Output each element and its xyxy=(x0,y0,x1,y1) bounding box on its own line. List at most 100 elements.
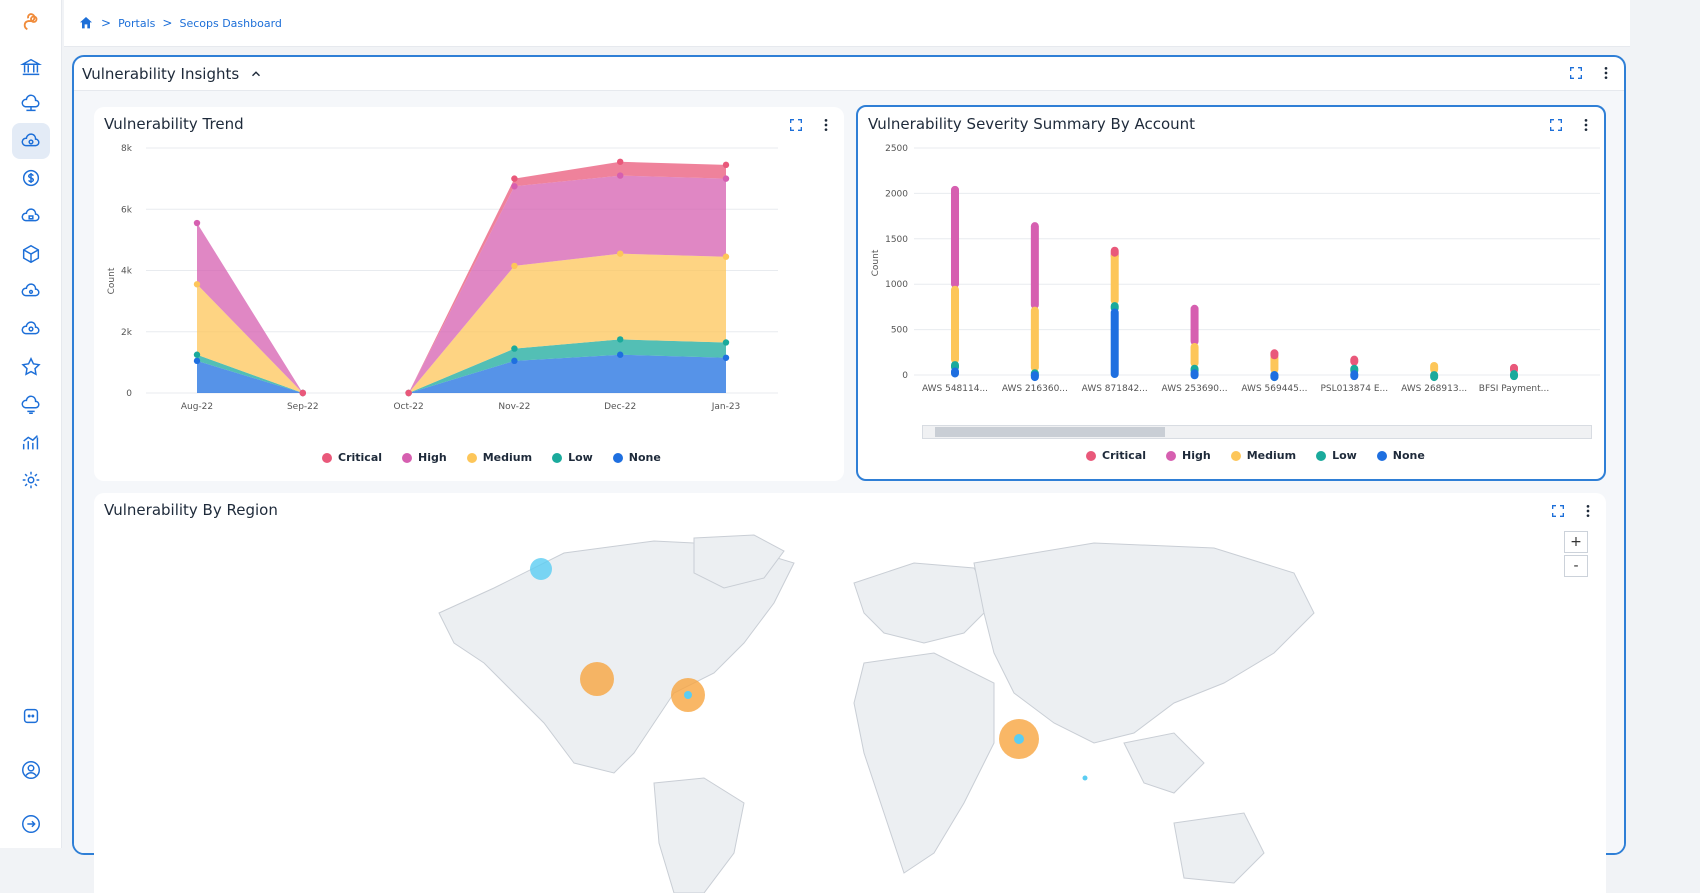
bar-point-medium xyxy=(1030,306,1039,372)
y-tick-label: 0 xyxy=(902,371,908,381)
y-tick-label: 2k xyxy=(121,328,133,338)
region-bubble[interactable] xyxy=(1014,734,1024,744)
cloud-lock-icon[interactable] xyxy=(12,198,50,234)
bar-point-medium xyxy=(951,285,959,364)
legend-label: Low xyxy=(1332,449,1357,462)
more-options-icon[interactable] xyxy=(1598,65,1614,81)
expand-icon[interactable] xyxy=(1550,503,1566,519)
expand-icon[interactable] xyxy=(788,117,804,133)
more-options-icon[interactable] xyxy=(1580,503,1596,519)
y-tick-label: 2500 xyxy=(885,144,908,154)
legend-dot xyxy=(1086,450,1096,461)
bar-point-none xyxy=(1190,369,1199,380)
trend-legend: Critical High Medium Low None xyxy=(322,451,661,464)
region-bubble[interactable] xyxy=(684,691,692,699)
data-point xyxy=(511,175,518,182)
user-profile-icon[interactable] xyxy=(12,752,50,788)
y-tick-label: 1500 xyxy=(885,235,908,245)
region-bubble[interactable] xyxy=(530,558,552,580)
legend-label: Low xyxy=(568,451,593,464)
chat-bot-icon[interactable] xyxy=(12,698,50,734)
legend-medium[interactable]: Medium xyxy=(466,451,532,464)
gear-icon[interactable] xyxy=(12,462,50,498)
chevron-up-icon[interactable] xyxy=(249,67,263,81)
map-africa xyxy=(853,652,995,874)
expand-icon[interactable] xyxy=(1568,65,1584,81)
legend-dot xyxy=(466,452,477,463)
legend-none[interactable]: None xyxy=(612,451,661,464)
cube-icon[interactable] xyxy=(12,236,50,272)
star-icon[interactable] xyxy=(12,349,50,385)
data-point xyxy=(193,219,201,227)
x-tick-label: AWS 871842... xyxy=(1082,384,1148,394)
y-axis-label: Count xyxy=(107,267,117,294)
scrollbar-thumb[interactable] xyxy=(935,427,1165,437)
world-map[interactable] xyxy=(94,493,1606,893)
bar-point-none xyxy=(1110,308,1119,378)
legend-critical[interactable]: Critical xyxy=(322,451,382,464)
zoom-out-button[interactable]: - xyxy=(1564,555,1588,577)
cloud-user-icon[interactable] xyxy=(12,311,50,347)
sidebar xyxy=(0,0,62,848)
y-tick-label: 4k xyxy=(121,267,133,277)
data-point xyxy=(511,262,518,270)
legend-low[interactable]: Low xyxy=(1316,449,1357,462)
card-title: Vulnerability Severity Summary By Accoun… xyxy=(868,115,1196,133)
legend-medium[interactable]: Medium xyxy=(1230,449,1297,462)
legend-high[interactable]: High xyxy=(402,451,447,464)
legend-high[interactable]: High xyxy=(1166,449,1211,462)
breadcrumb-portals[interactable]: Portals xyxy=(118,16,156,30)
expand-icon[interactable] xyxy=(1548,117,1564,133)
cloud-list-icon[interactable] xyxy=(12,387,50,423)
section-header: Vulnerability Insights xyxy=(74,57,1624,91)
cloud-network-icon[interactable] xyxy=(12,86,50,122)
x-tick-label: AWS 268913... xyxy=(1401,384,1467,394)
bar-point-low xyxy=(1430,371,1439,382)
x-tick-label: Sep-22 xyxy=(287,402,319,412)
x-tick-label: BFSI Payment... xyxy=(1479,384,1549,394)
bar-point-medium xyxy=(1430,362,1439,374)
region-bubble[interactable] xyxy=(580,662,614,696)
vulnerability-severity-card: Vulnerability Severity Summary By Accoun… xyxy=(856,105,1606,481)
legend-critical[interactable]: Critical xyxy=(1086,449,1146,462)
dollar-icon[interactable] xyxy=(12,160,50,196)
data-point xyxy=(511,183,518,190)
bar-point-critical xyxy=(1350,355,1359,366)
analytics-icon[interactable] xyxy=(12,424,50,460)
region-bubble[interactable] xyxy=(1082,775,1088,781)
map-south-america xyxy=(653,777,745,893)
legend-dot xyxy=(1316,450,1327,461)
bar-point-medium xyxy=(1110,252,1119,305)
bar-point-none xyxy=(1030,371,1039,382)
logout-icon[interactable] xyxy=(12,806,50,842)
chart-scrollbar[interactable] xyxy=(922,425,1592,439)
area-series-low xyxy=(197,339,726,393)
bank-icon[interactable] xyxy=(12,49,50,85)
breadcrumb-secops-dashboard[interactable]: Secops Dashboard xyxy=(179,16,282,30)
home-icon[interactable] xyxy=(78,15,94,31)
legend-dot xyxy=(552,452,563,463)
bar-point-critical xyxy=(1270,349,1279,360)
more-options-icon[interactable] xyxy=(1578,117,1594,133)
data-point xyxy=(722,175,730,182)
legend-dot xyxy=(1230,450,1241,461)
data-point xyxy=(617,172,624,179)
map-europe xyxy=(853,562,995,644)
cloud-settings-icon[interactable] xyxy=(12,273,50,309)
y-tick-label: 500 xyxy=(891,326,908,336)
vulnerability-severity-chart: 0 500 1000 1500 2000 2500 Count AWS 548114... AW… xyxy=(871,144,1600,394)
cloud-security-icon[interactable] xyxy=(12,123,50,159)
legend-label: Medium xyxy=(1246,449,1297,462)
brand-logo-icon[interactable] xyxy=(12,4,50,40)
legend-none[interactable]: None xyxy=(1376,449,1425,462)
zoom-in-button[interactable]: + xyxy=(1564,531,1588,553)
data-point xyxy=(722,339,730,346)
legend-label: High xyxy=(418,451,447,464)
x-tick-label: Dec-22 xyxy=(604,402,636,412)
more-options-icon[interactable] xyxy=(818,117,834,133)
vulnerability-trend-card: Vulnerability Trend 0 2k 4k 6k 8k Count Aug-22… xyxy=(94,107,844,481)
legend-low[interactable]: Low xyxy=(552,451,593,464)
y-tick-label: 8k xyxy=(121,144,133,154)
legend-dot xyxy=(612,452,623,463)
y-tick-label: 0 xyxy=(126,389,132,399)
